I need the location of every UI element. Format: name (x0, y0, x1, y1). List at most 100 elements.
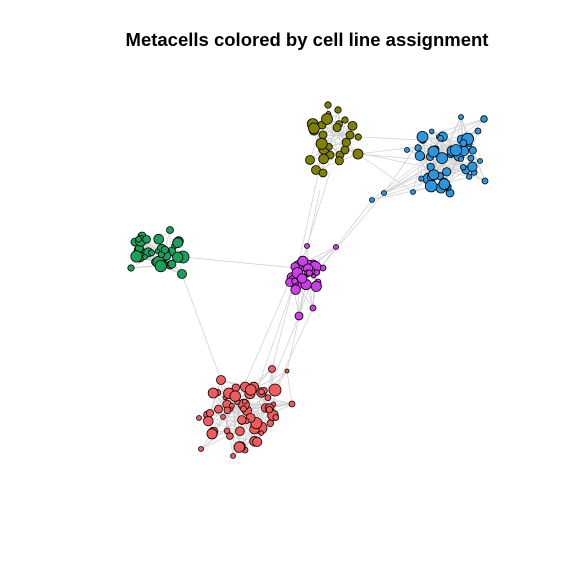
metacell-node-olive (340, 145, 350, 155)
edge (306, 171, 331, 247)
metacell-node-blue (460, 163, 467, 171)
metacell-node-red (230, 453, 236, 459)
metacell-node-red (288, 400, 296, 408)
edge (422, 139, 429, 179)
edge (335, 199, 373, 248)
edge (313, 128, 324, 174)
metacell-node-blue (466, 173, 473, 180)
metacell-node-green (153, 233, 165, 245)
metacell-node-olive (334, 106, 342, 114)
metacell-node-red (203, 415, 214, 427)
edge (442, 118, 485, 137)
metacell-node-green (172, 237, 184, 249)
metacell-node-blue (414, 150, 425, 161)
edge (236, 401, 241, 447)
metacell-node-green (160, 245, 169, 254)
metacell-node-green (154, 259, 167, 273)
metacell-node-blue (468, 146, 477, 155)
metacell-node-blue (458, 114, 464, 120)
metacell-node-red (198, 446, 204, 452)
metacell-node-red (242, 398, 248, 405)
edge (222, 416, 240, 448)
metacell-node-olive (334, 156, 344, 166)
metacell-node-olive (318, 130, 328, 140)
metacell-node-blue (429, 128, 435, 134)
edge (182, 256, 297, 269)
metacell-node-blue (437, 135, 444, 142)
metacell-node-magenta (294, 311, 304, 321)
metacell-node-blue (438, 178, 451, 190)
metacell-node-blue (369, 197, 375, 203)
metacell-node-olive (318, 153, 329, 165)
metacell-node-olive (345, 130, 355, 140)
metacell-node-olive (318, 168, 328, 178)
metacell-node-blue (480, 115, 488, 123)
metacell-node-blue (428, 169, 440, 181)
metacell-node-red (252, 436, 263, 447)
metacell-node-blue (459, 139, 468, 148)
metacell-node-red (214, 404, 223, 414)
metacell-node-green (148, 249, 155, 257)
metacell-node-olive (321, 113, 333, 125)
metacell-node-red (223, 406, 232, 415)
metacell-node-blue (467, 161, 478, 172)
metacell-node-blue (426, 162, 435, 171)
metacell-node-blue (404, 147, 410, 153)
metacell-node-magenta (333, 244, 339, 250)
metacell-node-red (264, 394, 272, 402)
metacell-node-red (245, 384, 257, 396)
edge (307, 273, 314, 309)
metacell-node-magenta (310, 280, 322, 292)
metacell-node-olive (332, 123, 342, 132)
edge (322, 134, 421, 141)
metacell-node-red (196, 415, 202, 421)
metacell-node-olive (352, 148, 364, 160)
metacell-node-green (172, 251, 184, 263)
metacell-node-blue (418, 175, 425, 182)
metacell-node-blue (442, 167, 452, 177)
metacell-node-red (216, 375, 226, 385)
edge (218, 408, 258, 443)
metacell-node-magenta (297, 255, 309, 267)
metacell-node-green (135, 236, 142, 243)
metacell-node-red (266, 419, 274, 427)
edge (383, 155, 460, 194)
metacell-node-magenta (309, 304, 317, 312)
edge (286, 370, 293, 405)
edge (181, 273, 222, 381)
edge (422, 118, 485, 138)
metacell-node-blue (410, 189, 416, 195)
metacell-node-magenta (296, 273, 308, 284)
metacell-node-blue (416, 130, 429, 143)
metacell-node-blue (425, 179, 438, 193)
metacell-node-red (268, 383, 282, 397)
edge (239, 279, 291, 396)
metacell-node-blue (381, 190, 387, 196)
metacell-node-magenta (304, 243, 310, 249)
metacell-node-blue (436, 152, 449, 165)
metacell-node-blue (414, 144, 422, 152)
metacell-node-red (237, 415, 247, 425)
metacell-node-green (142, 254, 148, 260)
metacell-node-green (142, 235, 151, 244)
edge (319, 192, 385, 269)
metacell-node-red (268, 365, 276, 373)
edge (298, 275, 314, 317)
edge (303, 189, 321, 263)
metacell-node-red (284, 368, 290, 374)
metacell-node-blue (474, 127, 482, 135)
metacell-node-red (206, 428, 218, 440)
metacell-node-olive (347, 121, 358, 131)
metacell-node-red (272, 414, 280, 421)
metacell-node-magenta (291, 277, 299, 285)
edge (443, 158, 462, 182)
metacell-node-blue (427, 145, 440, 158)
metacell-node-red (235, 426, 245, 437)
metacell-node-blue (458, 156, 464, 162)
metacell-node-green (167, 259, 177, 269)
edge (207, 409, 270, 416)
metacell-node-olive (315, 137, 328, 150)
metacell-node-blue (481, 177, 489, 185)
metacell-node-blue (467, 154, 475, 162)
